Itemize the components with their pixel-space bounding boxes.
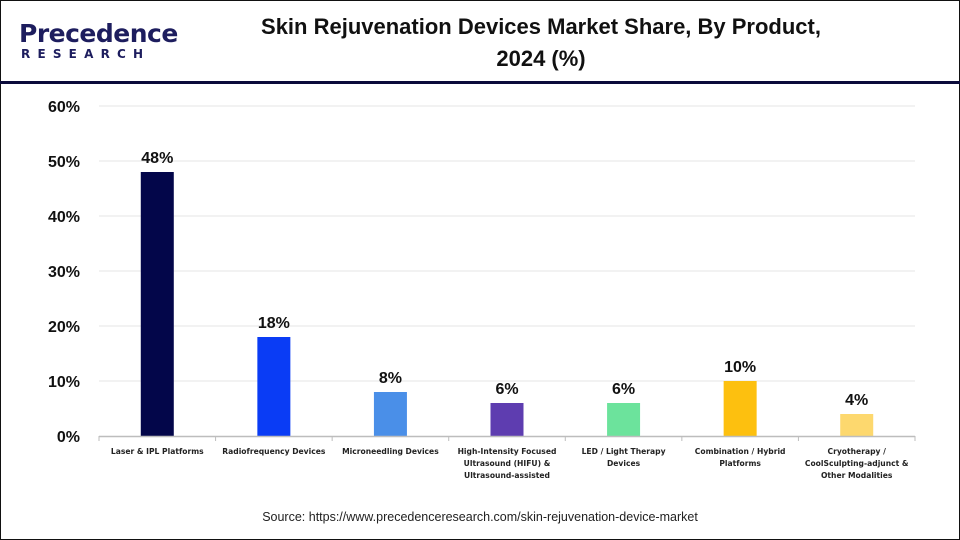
logo-subtext: RESEARCH — [21, 47, 151, 61]
data-label: 18% — [258, 315, 290, 332]
x-tick-label: Devices — [607, 459, 641, 468]
x-tick-label: Combination / Hybrid — [695, 447, 786, 456]
chart-title: Skin Rejuvenation Devices Market Share, … — [231, 11, 851, 75]
chart-title-line1: Skin Rejuvenation Devices Market Share, … — [261, 14, 821, 39]
gridlines — [99, 105, 915, 382]
bars — [140, 172, 874, 436]
bar — [257, 337, 291, 436]
chart-title-line2: 2024 (%) — [496, 46, 586, 71]
data-label: 6% — [495, 381, 518, 398]
data-label: 6% — [612, 381, 635, 398]
bar — [373, 392, 407, 436]
x-tick-label: Laser & IPL Platforms — [111, 447, 204, 456]
bar — [607, 403, 641, 436]
y-tick-label: 20% — [48, 319, 80, 336]
x-tick-label: High-Intensity Focused — [458, 447, 557, 456]
header: Precedence RESEARCH Skin Rejuvenation De… — [1, 1, 959, 82]
x-tick-label: LED / Light Therapy — [582, 447, 666, 456]
y-tick-label: 50% — [48, 154, 80, 171]
data-label: 48% — [141, 150, 173, 167]
x-tick-label: Microneedling Devices — [342, 447, 439, 456]
precedence-research-logo: Precedence RESEARCH — [19, 21, 178, 67]
x-tick-label: Cryotherapy / — [828, 447, 887, 456]
data-label: 4% — [845, 392, 868, 409]
data-label: 10% — [724, 359, 756, 376]
y-tick-label: 30% — [48, 264, 80, 281]
x-axis: Laser & IPL Platforms Radiofrequency Devi… — [98, 435, 916, 480]
y-axis: 0% 10% 20% 30% 40% 50% 60% — [48, 99, 80, 446]
data-label: 8% — [379, 370, 402, 387]
bar — [840, 414, 874, 436]
x-tick-label: Radiofrequency Devices — [222, 447, 326, 456]
x-tick-label: Ultrasound-assisted — [464, 471, 550, 480]
header-divider — [0, 81, 960, 84]
bar-chart: 0% 10% 20% 30% 40% 50% 60% 48% 18% 8% 6% 6% 10% 4% L… — [48, 99, 916, 480]
bar — [723, 381, 757, 436]
y-tick-label: 40% — [48, 209, 80, 226]
source-note: Source: https://www.precedenceresearch.c… — [262, 510, 698, 524]
x-tick-label: CoolSculpting-adjunct & — [805, 459, 909, 468]
y-tick-label: 0% — [57, 429, 80, 446]
x-tick-label: Ultrasound (HIFU) & — [464, 459, 551, 468]
y-tick-label: 10% — [48, 374, 80, 391]
x-tick-label: Other Modalities — [821, 471, 893, 480]
bar — [490, 403, 524, 436]
logo-text-main: Precedence — [19, 19, 178, 48]
bar — [140, 172, 174, 436]
x-tick-label: Platforms — [719, 459, 761, 468]
logo-wordmark: Precedence — [19, 21, 178, 47]
data-labels: 48% 18% 8% 6% 6% 10% 4% — [141, 150, 868, 409]
y-tick-label: 60% — [48, 99, 80, 116]
